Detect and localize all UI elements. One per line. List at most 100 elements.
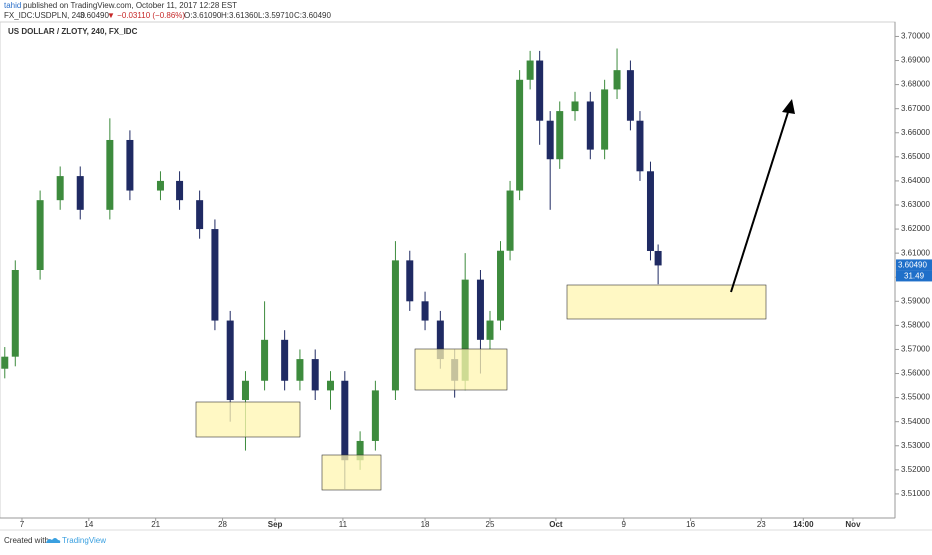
y-tick-label: 3.70000 <box>901 32 930 41</box>
x-tick-label: 18 <box>421 520 430 529</box>
x-tick-label: 21 <box>151 520 160 529</box>
candle-body <box>76 176 84 210</box>
x-tick-label: 14 <box>84 520 93 529</box>
x-tick-label: 9 <box>622 520 627 529</box>
published: published on TradingView.com, October 11… <box>23 1 237 10</box>
plot-area <box>0 21 896 519</box>
y-tick-label: 3.51000 <box>901 489 930 498</box>
candle-body <box>636 120 644 172</box>
candle-body <box>11 270 19 357</box>
y-tick-label: 3.62000 <box>901 224 930 233</box>
candle-body <box>626 70 634 121</box>
candle-body <box>211 229 219 321</box>
support-box <box>195 401 301 438</box>
candle-body <box>226 320 234 401</box>
candle-body <box>536 60 544 121</box>
support-box <box>321 454 382 491</box>
candle-body <box>436 320 444 360</box>
y-tick-label: 3.64000 <box>901 176 930 185</box>
last: 3.60490 <box>80 11 109 20</box>
candle-body <box>356 440 364 461</box>
candle-body <box>126 139 134 191</box>
candle-body <box>156 180 164 191</box>
x-tick-label: Sep <box>268 520 283 529</box>
candle-body <box>654 250 662 266</box>
candle-body <box>341 380 349 461</box>
symbol: FX_IDC:USDPLN, 240 <box>4 11 85 20</box>
candle-body <box>371 390 379 441</box>
countdown-box <box>896 270 932 282</box>
candle-body <box>261 339 269 381</box>
y-tick-label: 3.57000 <box>901 345 930 354</box>
candle-body <box>176 180 184 201</box>
candle-body <box>476 279 484 340</box>
y-tick-label: 3.65000 <box>901 152 930 161</box>
candle-body <box>421 301 429 321</box>
y-tick-label: 3.69000 <box>901 56 930 65</box>
change: ▼ −0.03110 (−0.86%) <box>107 11 185 20</box>
price-tag-box <box>896 259 932 271</box>
price-tag: 3.60490 <box>898 261 927 270</box>
candle-body <box>241 380 249 401</box>
x-tick-label: Nov <box>845 520 861 529</box>
candle-body <box>56 176 64 201</box>
x-tick-label: 16 <box>686 520 695 529</box>
candle-body <box>391 260 399 391</box>
y-tick-label: 3.66000 <box>901 128 930 137</box>
candle-body <box>406 260 414 302</box>
candle-body <box>586 101 594 150</box>
candle-body <box>601 89 609 150</box>
chart-title: US DOLLAR / ZLOTY, 240, FX_IDC <box>8 27 138 36</box>
candle-body <box>296 359 304 381</box>
candle-body <box>613 70 621 90</box>
low-label: L:3.59710 <box>258 11 294 20</box>
candle-body <box>281 339 289 381</box>
annotations <box>195 99 795 491</box>
brand[interactable]: TradingView <box>62 536 106 545</box>
y-tick-label: 3.52000 <box>901 465 930 474</box>
x-tick-label: 14:00 <box>793 520 814 529</box>
y-tick-label: 3.61000 <box>901 248 930 257</box>
brand-logo <box>46 538 61 543</box>
support-box <box>414 348 508 391</box>
candle-body <box>526 60 534 80</box>
candle-body <box>571 101 579 112</box>
candle-body <box>546 120 554 160</box>
candle-body <box>311 359 319 391</box>
support-box <box>566 284 767 320</box>
author[interactable]: tahid <box>4 1 21 10</box>
x-tick-label: 11 <box>339 520 348 529</box>
close-label: C:3.60490 <box>294 11 331 20</box>
candle-body <box>36 200 44 270</box>
footer-text: Created with <box>4 536 49 545</box>
x-tick-label: Oct <box>549 520 563 529</box>
countdown: 31.49 <box>904 272 925 281</box>
arrow-head <box>782 99 795 114</box>
y-tick-label: 3.63000 <box>901 200 930 209</box>
candle-body <box>461 279 469 381</box>
candle-body <box>556 111 564 160</box>
candle-body <box>516 79 524 191</box>
y-tick-label: 3.53000 <box>901 441 930 450</box>
y-tick-label: 3.54000 <box>901 417 930 426</box>
candle-body <box>1 356 9 369</box>
candle-body <box>506 190 514 251</box>
y-tick-label: 3.55000 <box>901 393 930 402</box>
y-tick-label: 3.56000 <box>901 369 930 378</box>
y-tick-label: 3.67000 <box>901 104 930 113</box>
y-tick-label: 3.59000 <box>901 296 930 305</box>
y-tick-label: 3.58000 <box>901 320 930 329</box>
candle-body <box>486 320 494 340</box>
candle-body <box>106 139 114 210</box>
open-label: O:3.61090 <box>184 11 222 20</box>
x-tick-label: 25 <box>486 520 495 529</box>
candle-body <box>326 380 334 391</box>
x-tick-label: 7 <box>20 520 25 529</box>
x-tick-label: 28 <box>218 520 227 529</box>
candle-body <box>646 171 654 251</box>
high-label: H:3.61360 <box>221 11 258 20</box>
y-tick-label: 3.68000 <box>901 80 930 89</box>
arrow-shaft <box>730 105 791 293</box>
